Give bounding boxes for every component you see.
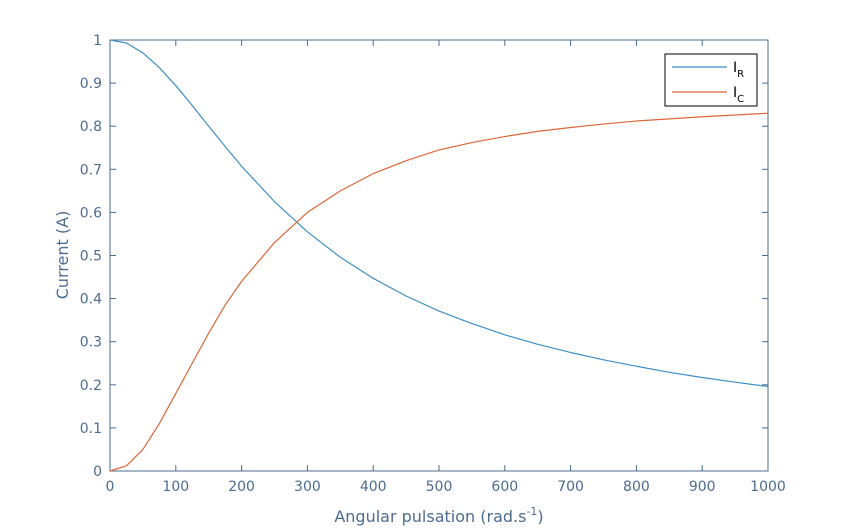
legend: IR IC [664, 53, 758, 107]
y-axis: 0 0.1 0.2 0.3 0.4 0.5 0.6 0.7 0.8 0.9 1 [80, 33, 768, 480]
x-tick-label: 800 [623, 479, 650, 495]
y-tick-label: 0.4 [80, 292, 102, 308]
y-tick-label: 0.7 [80, 162, 102, 178]
x-tick-label: 500 [426, 479, 453, 495]
x-tick-label: 900 [689, 479, 716, 495]
y-tick-label: 0 [93, 464, 102, 480]
series-line-ir [109, 39, 769, 388]
series-line-ic [109, 112, 769, 472]
x-tick-label: 600 [491, 479, 518, 495]
plot-area [109, 39, 769, 472]
series-layer [109, 39, 769, 472]
x-axis-label: Angular pulsation (rad.s-1) [334, 505, 543, 526]
x-tick-label: 0 [106, 479, 115, 495]
y-tick-label: 0.1 [80, 421, 102, 437]
y-tick-label: 0.9 [80, 76, 102, 92]
x-tick-label: 400 [360, 479, 387, 495]
y-tick-label: 1 [93, 33, 102, 49]
y-tick-label: 0.6 [80, 205, 102, 221]
y-tick-label: 0.2 [80, 378, 102, 394]
x-tick-label: 1000 [750, 479, 786, 495]
x-tick-label: 100 [162, 479, 189, 495]
legend-label-ic: IC [733, 85, 744, 105]
x-axis: 0 100 200 300 400 500 600 700 800 900 1000 [106, 40, 786, 495]
y-tick-label: 0.5 [80, 249, 102, 265]
legend-box [664, 53, 758, 107]
y-tick-label: 0.8 [80, 119, 102, 135]
x-tick-label: 300 [294, 479, 321, 495]
x-tick-label: 200 [228, 479, 255, 495]
x-tick-label: 700 [557, 479, 584, 495]
y-axis-label: Current (A) [53, 211, 72, 300]
legend-label-ir: IR [733, 60, 744, 80]
y-tick-label: 0.3 [80, 335, 102, 351]
